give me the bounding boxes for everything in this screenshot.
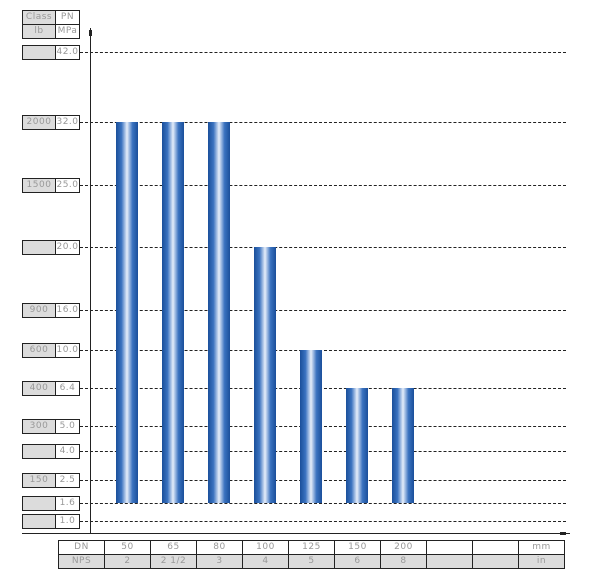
gridline (80, 480, 566, 481)
nps-label: NPS (58, 554, 105, 569)
dn-cell (426, 540, 473, 555)
y-axis-arrow-icon (89, 30, 92, 36)
dn-cell: 100 (242, 540, 289, 555)
class-tick-label: 600 (22, 343, 56, 358)
nps-cell: 8 (380, 554, 427, 569)
gridline (80, 350, 566, 351)
bar-dn-150 (346, 388, 368, 503)
nps-cell: 3 (196, 554, 243, 569)
dn-label: DN (58, 540, 105, 555)
gridline (80, 310, 566, 311)
class-tick-label (22, 444, 56, 459)
dn-cell: 50 (104, 540, 151, 555)
bar-dn-65 (162, 122, 184, 503)
dn-cell (472, 540, 519, 555)
pn-tick-label: 1.0 (55, 514, 80, 529)
bar-dn-50 (116, 122, 138, 503)
class-tick-label: 150 (22, 473, 56, 488)
gridline (80, 247, 566, 248)
pn-tick-label: 42.0 (55, 45, 80, 60)
nps-cell: 2 1/2 (150, 554, 197, 569)
dn-cell: 80 (196, 540, 243, 555)
nps-cell: 6 (334, 554, 381, 569)
pn-tick-label: 2.5 (55, 473, 80, 488)
nps-cell: 4 (242, 554, 289, 569)
dn-cell: 200 (380, 540, 427, 555)
pn-tick-label: 10.0 (55, 343, 80, 358)
gridline (80, 503, 566, 504)
class-tick-label (22, 496, 56, 511)
dn-cell: 125 (288, 540, 335, 555)
bar-dn-80 (208, 122, 230, 503)
pn-unit: MPa (55, 24, 80, 39)
y-axis (90, 28, 91, 534)
pn-tick-label: 6.4 (55, 381, 80, 396)
nps-cell: 2 (104, 554, 151, 569)
gridline (80, 521, 566, 522)
class-tick-label: 1500 (22, 178, 56, 193)
pn-tick-label: 32.0 (55, 115, 80, 130)
pn-tick-label: 4.0 (55, 444, 80, 459)
nps-cell (426, 554, 473, 569)
pn-header: PN (55, 10, 80, 25)
dn-cell: 65 (150, 540, 197, 555)
x-axis-arrow-icon (560, 532, 566, 535)
dn-cell: 150 (334, 540, 381, 555)
class-tick-label: 900 (22, 303, 56, 318)
bar-dn-200 (392, 388, 414, 503)
class-tick-label (22, 45, 56, 60)
gridline (80, 122, 566, 123)
bar-dn-125 (300, 350, 322, 503)
class-header: Class (22, 10, 56, 25)
pn-tick-label: 25.0 (55, 178, 80, 193)
gridline (80, 388, 566, 389)
gridline (80, 185, 566, 186)
class-tick-label: 400 (22, 381, 56, 396)
pn-tick-label: 20.0 (55, 240, 80, 255)
class-tick-label (22, 514, 56, 529)
gridline (80, 426, 566, 427)
pn-tick-label: 5.0 (55, 419, 80, 434)
class-unit: lb (22, 24, 56, 39)
class-tick-label (22, 240, 56, 255)
gridline (80, 451, 566, 452)
class-tick-label: 300 (22, 419, 56, 434)
pn-tick-label: 1.6 (55, 496, 80, 511)
nps-unit: in (518, 554, 565, 569)
gridline (80, 52, 566, 53)
x-axis (22, 533, 570, 534)
class-tick-label: 2000 (22, 115, 56, 130)
nps-cell: 5 (288, 554, 335, 569)
dn-unit: mm (518, 540, 565, 555)
bar-dn-100 (254, 247, 276, 503)
nps-cell (472, 554, 519, 569)
pn-tick-label: 16.0 (55, 303, 80, 318)
